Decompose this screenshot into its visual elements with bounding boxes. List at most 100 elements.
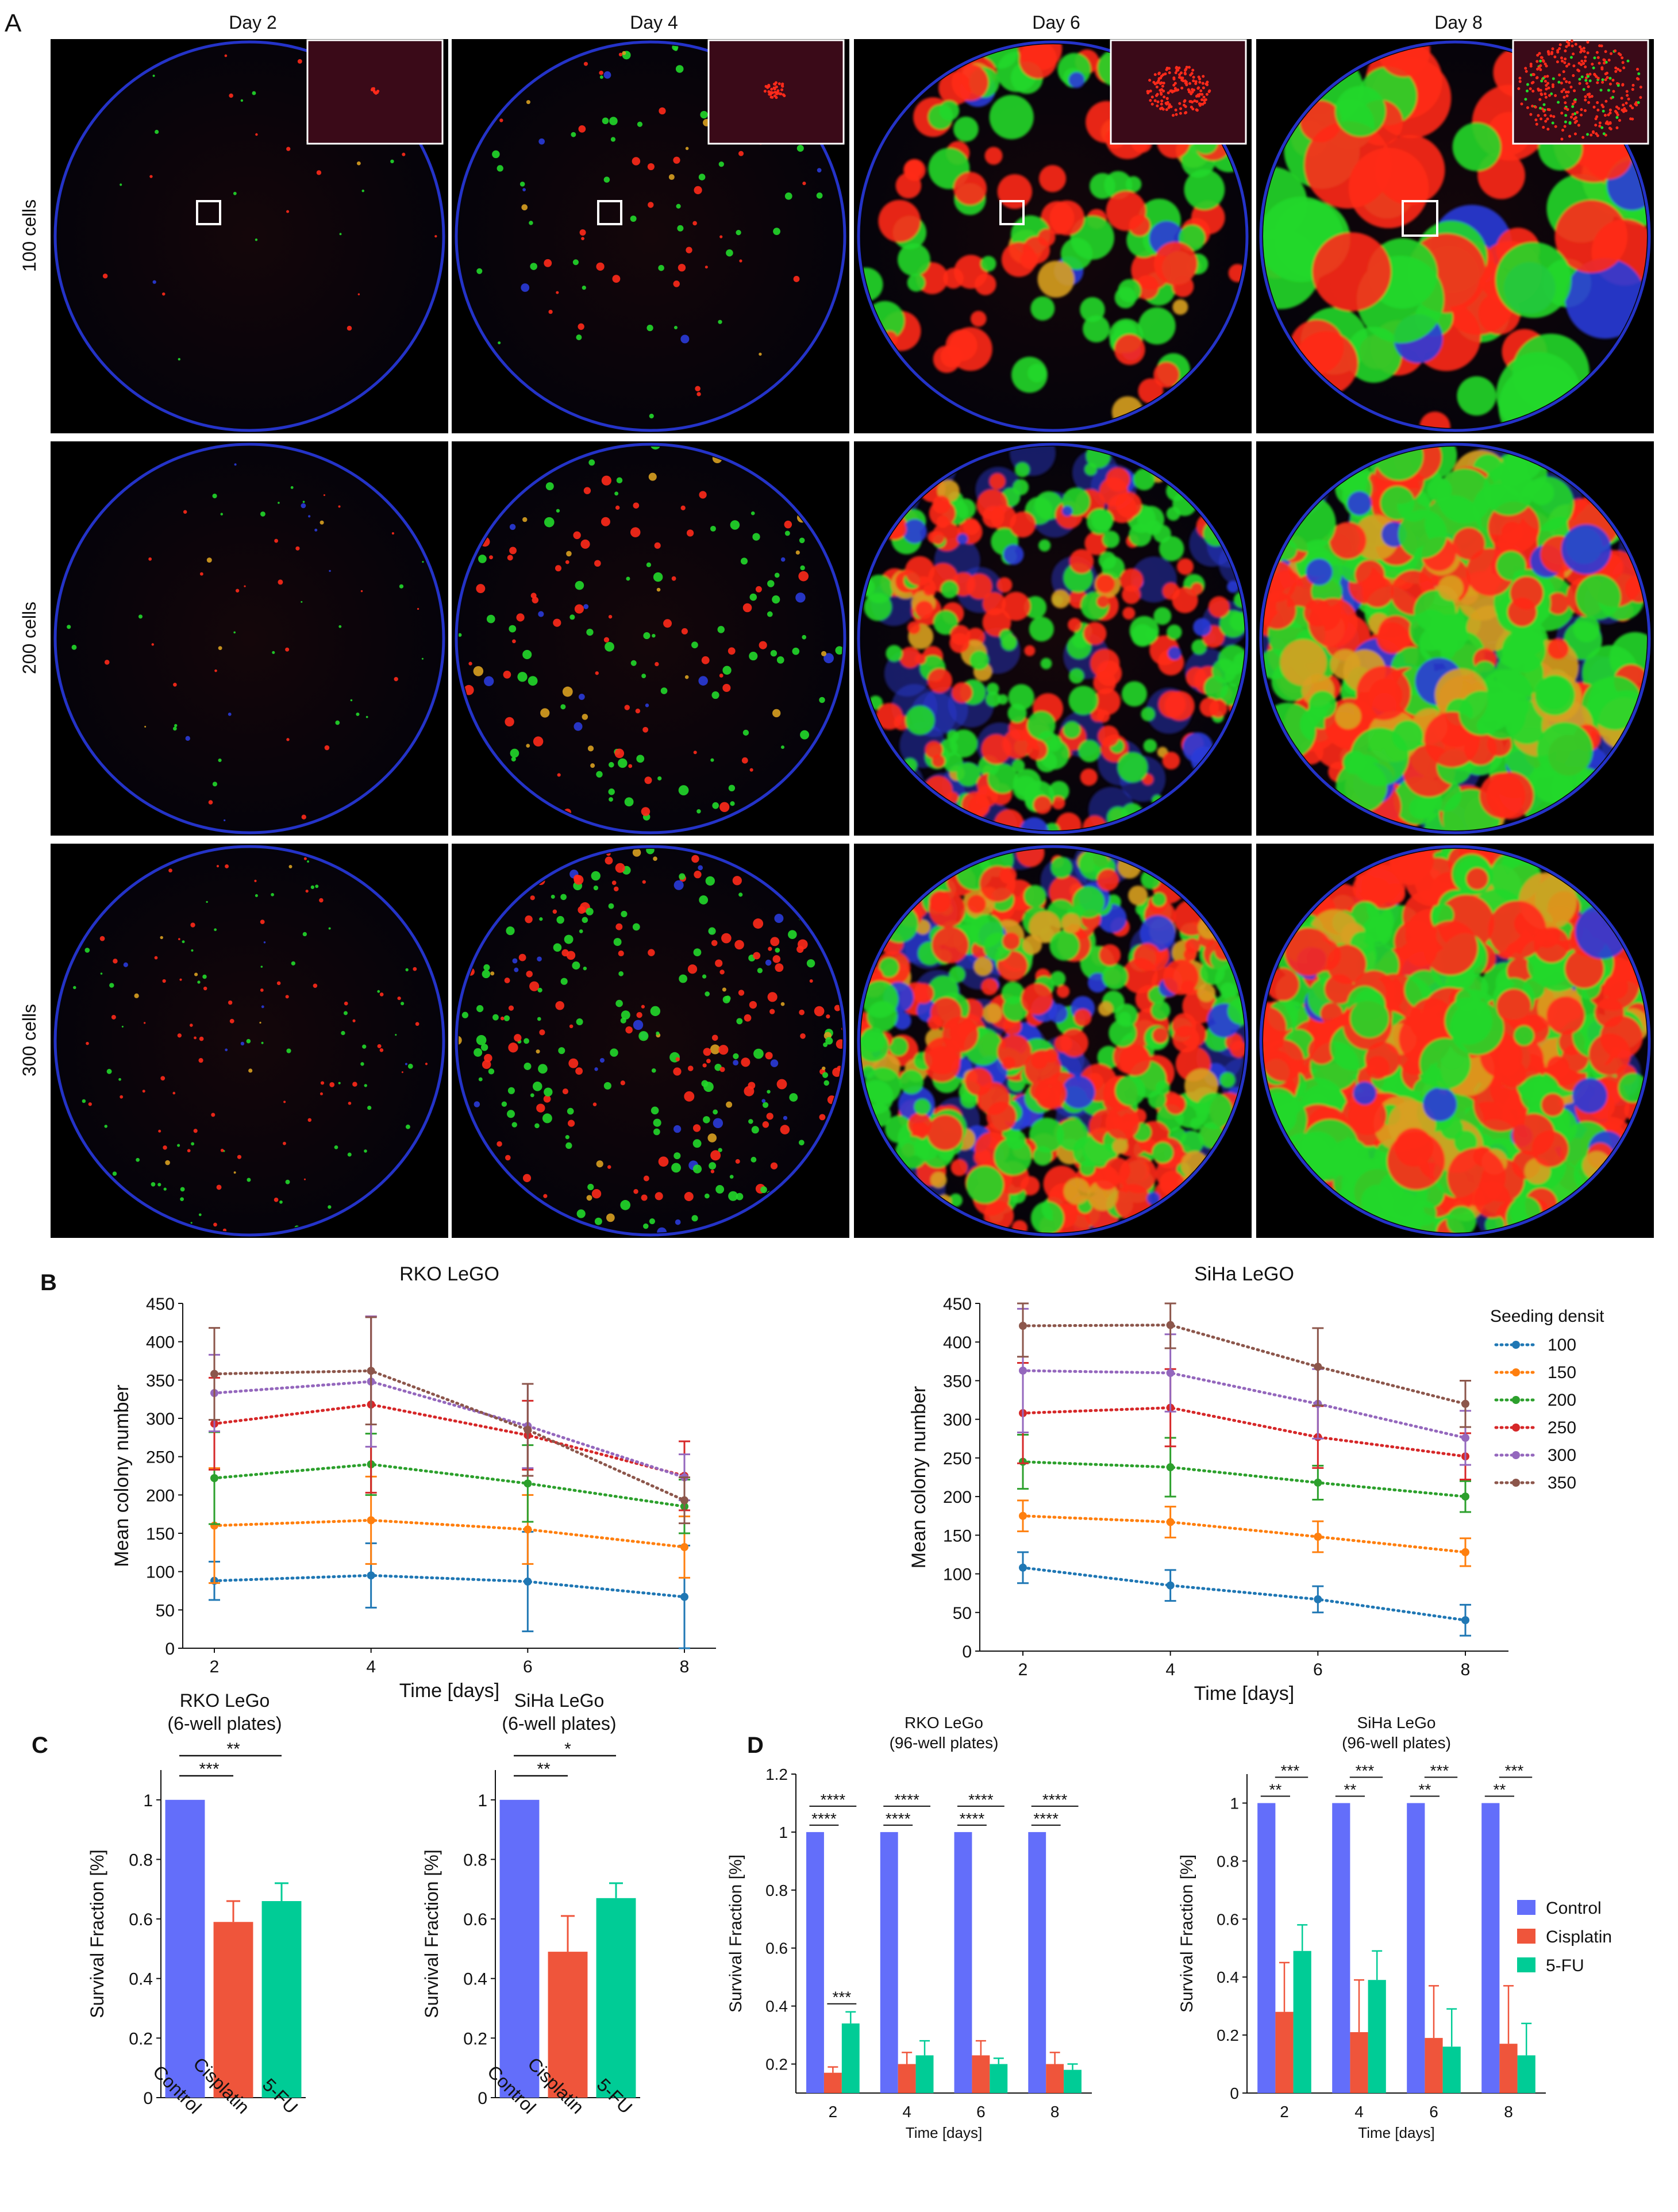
colony-dot [118,1078,121,1081]
series-line [213,1369,686,1502]
colony-dot [1064,1178,1090,1205]
colony-dot [698,865,703,871]
colony-dot [642,726,649,733]
inset-cell [1518,76,1522,80]
colony-dot [1019,817,1049,830]
inset-cell [1537,114,1540,117]
well-circle [53,443,445,834]
inset-cell [1592,131,1595,134]
inset-cell [1595,75,1598,78]
significance-stars: **** [1042,1791,1068,1809]
colony-dot [615,923,623,930]
chart-title: SiHa LeGO [1194,1263,1294,1285]
inset-cell [1539,59,1542,63]
y-tick-label: 0.4 [129,1970,153,1989]
colony-dot [497,165,503,172]
colony-dot [611,880,617,885]
series-250 [209,1315,690,1511]
inset-cell [1558,73,1561,76]
colony-dot [314,528,318,532]
colony-dot [1020,251,1038,270]
colony-dot [1027,363,1046,383]
colony-dot [694,186,702,194]
colony-dot [1361,575,1394,608]
colony-dot [401,1002,405,1006]
colony-dot [1453,528,1485,560]
inset-cell [1200,93,1204,96]
colony-dot [596,262,605,271]
colony-dot [590,763,595,768]
colony-dot [637,121,643,127]
inset-cell [1176,68,1180,72]
colony-dot [334,1145,338,1149]
colony-dot [323,494,325,497]
colony-dot [1335,86,1386,137]
inset-cell [1529,113,1533,116]
inset-cell [1544,114,1547,117]
colony-dot [736,229,741,236]
colony-dot [686,529,694,537]
colony-dot [879,957,899,978]
well-circle [455,443,846,834]
colony-dot [576,334,582,340]
colony-dot [578,323,584,330]
colony-dot [482,1060,491,1069]
colony-dot [719,235,723,238]
bar-1 [213,1922,253,2098]
colony-dot [967,894,987,914]
colony-dot [899,647,921,668]
colony-dot [836,1039,842,1049]
colony-dot [172,1091,176,1095]
inset-cell [1181,79,1185,83]
colony-dot [508,1042,518,1053]
inset-cell [1569,116,1573,119]
colony-dot [776,656,784,664]
colony-dot [199,1036,204,1041]
colony-dot [766,1113,773,1120]
colony-dots [73,857,428,1232]
colony-dot [261,1005,264,1009]
colony-dot [728,784,736,791]
colony-dot [762,1121,769,1128]
colony-dots [459,447,842,821]
inset-cell [1573,89,1576,93]
colony-dot [1083,622,1107,645]
colony-dot [532,1082,542,1091]
colony-dot [893,1011,911,1030]
colony-dot [1083,315,1110,343]
inset-image [1110,39,1247,145]
colony-dot [949,729,978,757]
inset-cell [1179,107,1183,110]
legend-marker [1512,1341,1520,1349]
colony-dot [220,513,223,516]
colony-dot [235,588,240,593]
inset-cell [1587,101,1591,104]
colony-dot [1308,1037,1336,1064]
colony-dot [134,993,139,998]
colony-dot [172,726,177,731]
colony-dot [733,1053,739,1060]
colony-dot [989,473,1006,490]
colony-dot [692,1164,702,1174]
colony-dot [738,893,743,897]
inset-cell [1580,59,1584,63]
inset-cell [1580,113,1583,117]
inset-cell [1625,109,1628,113]
colony-dot [633,1020,644,1030]
inset-cell [1165,108,1168,111]
colony-dot [1429,614,1468,653]
colony-dot [211,1113,215,1117]
chart-title: RKO LeGo [180,1690,270,1711]
colony-dot [601,517,610,526]
inset-colony [763,81,786,99]
inset-cell [1546,128,1550,131]
colony-dot [538,1064,548,1074]
data-point [1166,1581,1175,1590]
colony-dot [552,909,557,914]
colony-dot [949,1193,963,1207]
colony-dot [1153,607,1172,625]
colony-dot [1263,1006,1287,1048]
colony-dot [753,952,761,960]
bar-Control [1257,1803,1276,2093]
colony-dot [748,1119,753,1124]
